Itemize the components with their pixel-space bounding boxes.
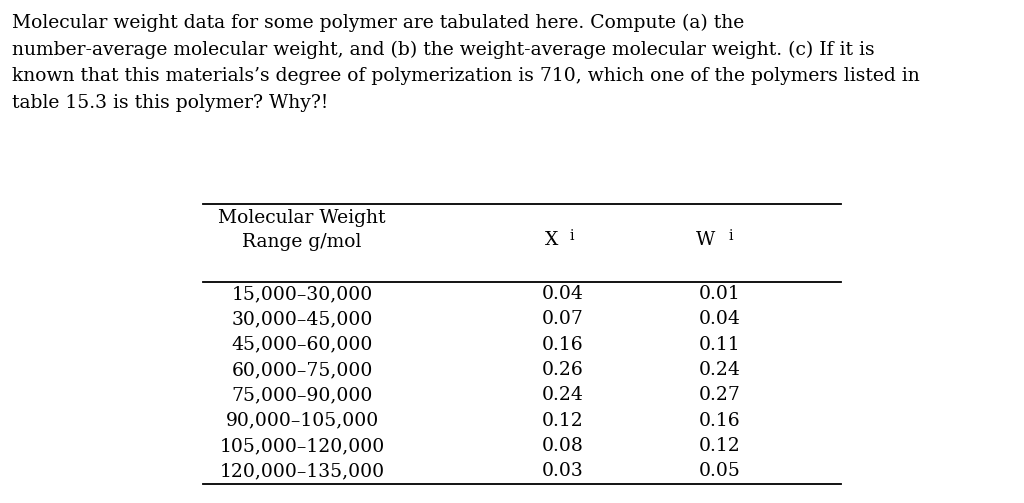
Text: 30,000–45,000: 30,000–45,000: [231, 310, 373, 328]
Text: 0.26: 0.26: [542, 361, 584, 379]
Text: 0.12: 0.12: [542, 412, 584, 430]
Text: 0.16: 0.16: [542, 336, 584, 354]
Text: 0.04: 0.04: [542, 285, 584, 303]
Text: 0.05: 0.05: [698, 462, 740, 480]
Text: X: X: [545, 231, 558, 249]
Text: 0.07: 0.07: [542, 310, 584, 328]
Text: 15,000–30,000: 15,000–30,000: [231, 285, 373, 303]
Text: 0.12: 0.12: [698, 437, 740, 455]
Text: 0.27: 0.27: [698, 386, 740, 404]
Text: 0.03: 0.03: [542, 462, 584, 480]
Text: 105,000–120,000: 105,000–120,000: [219, 437, 385, 455]
Text: 0.08: 0.08: [542, 437, 584, 455]
Text: i: i: [569, 229, 574, 243]
Text: 0.11: 0.11: [698, 336, 740, 354]
Text: 0.24: 0.24: [542, 386, 584, 404]
Text: Molecular Weight
Range g/mol: Molecular Weight Range g/mol: [218, 209, 386, 252]
Text: 60,000–75,000: 60,000–75,000: [231, 361, 373, 379]
Text: 75,000–90,000: 75,000–90,000: [231, 386, 373, 404]
Text: 120,000–135,000: 120,000–135,000: [219, 462, 385, 480]
Text: 0.04: 0.04: [698, 310, 740, 328]
Text: Molecular weight data for some polymer are tabulated here. Compute (a) the
numbe: Molecular weight data for some polymer a…: [12, 14, 920, 112]
Text: 45,000–60,000: 45,000–60,000: [231, 336, 373, 354]
Text: 90,000–105,000: 90,000–105,000: [225, 412, 379, 430]
Text: 0.01: 0.01: [698, 285, 740, 303]
Text: 0.24: 0.24: [698, 361, 740, 379]
Text: i: i: [728, 229, 733, 243]
Text: W: W: [695, 231, 715, 249]
Text: 0.16: 0.16: [698, 412, 740, 430]
